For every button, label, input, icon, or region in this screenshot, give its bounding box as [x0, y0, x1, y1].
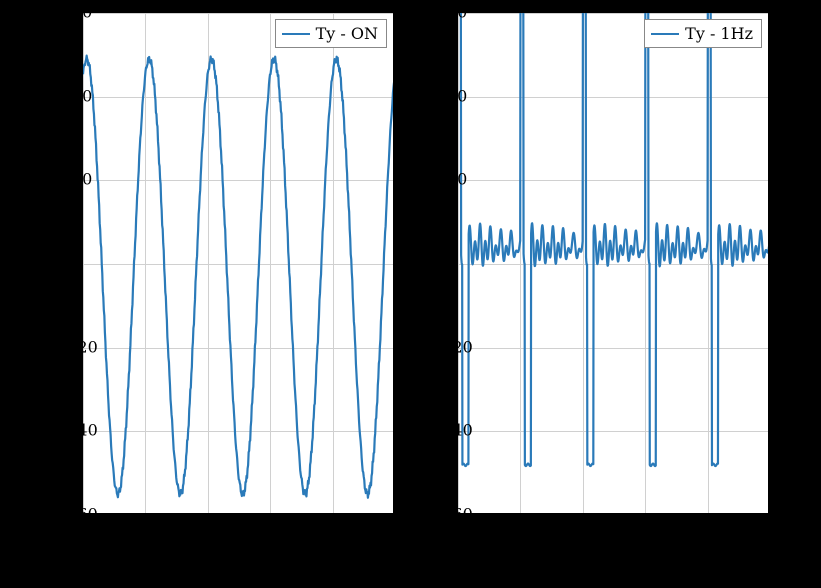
legend-label: Ty - ON: [316, 24, 378, 43]
series-line: [458, 13, 769, 514]
xtick-label: 40: [321, 520, 341, 539]
xtick-label: 30: [259, 520, 279, 539]
plot-area-right: Ty - 1Hz: [457, 12, 769, 514]
xtick-label: 1: [514, 520, 524, 539]
legend-swatch: [651, 33, 679, 35]
ylabel: Torque [N.m]: [18, 206, 38, 320]
plot-area-left: Ty - ON: [82, 12, 394, 514]
xtick-label: 50: [384, 520, 404, 539]
xtick-label: 2: [577, 520, 587, 539]
xlabel: Time [s]: [578, 544, 648, 564]
xtick-label: 10: [134, 520, 154, 539]
legend: Ty - 1Hz: [644, 19, 762, 48]
xlabel: Time [s]: [203, 544, 273, 564]
xtick-label: 20: [197, 520, 217, 539]
xtick-label: 5: [764, 520, 774, 539]
xtick-label: 3: [639, 520, 649, 539]
legend-swatch: [282, 33, 310, 35]
xtick-label: 4: [702, 520, 712, 539]
legend: Ty - ON: [275, 19, 387, 48]
legend-label: Ty - 1Hz: [685, 24, 753, 43]
series-line: [83, 13, 394, 514]
